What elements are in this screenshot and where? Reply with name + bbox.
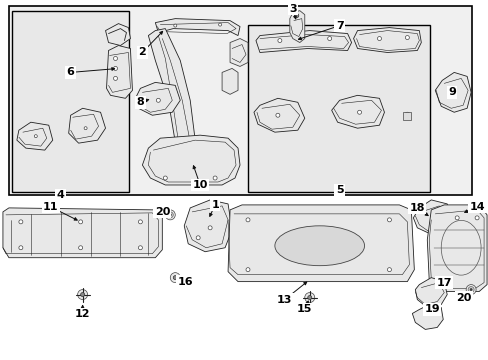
Polygon shape — [331, 95, 384, 128]
Circle shape — [451, 90, 455, 94]
Polygon shape — [105, 24, 130, 45]
Circle shape — [81, 293, 84, 297]
Bar — [9, 6, 471, 195]
Polygon shape — [289, 11, 304, 42]
Circle shape — [304, 293, 314, 302]
Circle shape — [245, 218, 249, 222]
Polygon shape — [414, 278, 447, 307]
Polygon shape — [184, 200, 232, 252]
Circle shape — [467, 287, 473, 293]
Circle shape — [79, 246, 82, 250]
Circle shape — [469, 289, 471, 291]
Circle shape — [213, 176, 217, 180]
Polygon shape — [434, 72, 470, 112]
Circle shape — [454, 216, 458, 220]
Text: 14: 14 — [468, 202, 484, 212]
Polygon shape — [427, 205, 486, 292]
Circle shape — [294, 14, 298, 18]
Circle shape — [19, 220, 23, 224]
Polygon shape — [411, 305, 442, 329]
Text: 5: 5 — [335, 185, 343, 195]
Circle shape — [357, 110, 361, 114]
Text: 12: 12 — [75, 310, 90, 319]
Polygon shape — [229, 39, 247, 67]
Circle shape — [386, 268, 390, 272]
Circle shape — [163, 176, 167, 180]
Text: 9: 9 — [447, 87, 455, 97]
Circle shape — [138, 246, 142, 250]
Text: 8: 8 — [136, 97, 144, 107]
Circle shape — [208, 226, 212, 230]
Circle shape — [245, 268, 249, 272]
Circle shape — [386, 218, 390, 222]
Polygon shape — [106, 45, 132, 98]
Circle shape — [78, 289, 87, 300]
Text: 7: 7 — [335, 21, 343, 31]
Text: 15: 15 — [297, 305, 312, 315]
Circle shape — [169, 214, 171, 216]
Polygon shape — [68, 108, 105, 143]
Circle shape — [167, 212, 173, 218]
Text: 13: 13 — [277, 294, 292, 305]
Circle shape — [113, 67, 117, 71]
Circle shape — [327, 37, 331, 41]
Polygon shape — [255, 31, 351, 53]
Circle shape — [377, 37, 381, 41]
Circle shape — [84, 127, 87, 130]
Text: 16: 16 — [177, 276, 193, 287]
Circle shape — [307, 296, 311, 300]
Circle shape — [277, 39, 281, 42]
Circle shape — [156, 98, 160, 102]
Circle shape — [113, 76, 117, 80]
Circle shape — [404, 112, 409, 118]
Circle shape — [34, 135, 37, 138]
Polygon shape — [155, 19, 240, 36]
Text: 19: 19 — [424, 305, 439, 315]
Bar — [12, 11, 129, 192]
Polygon shape — [136, 82, 180, 115]
Circle shape — [405, 36, 408, 40]
Circle shape — [170, 273, 180, 283]
Text: 20: 20 — [455, 293, 471, 302]
Text: 1: 1 — [211, 200, 219, 210]
Circle shape — [138, 220, 142, 224]
Circle shape — [173, 276, 177, 280]
Circle shape — [275, 113, 279, 117]
Text: 6: 6 — [66, 67, 75, 77]
Circle shape — [218, 23, 221, 26]
Text: 11: 11 — [43, 202, 59, 212]
Text: 10: 10 — [192, 180, 207, 190]
Circle shape — [165, 210, 175, 220]
Polygon shape — [412, 200, 450, 235]
Text: 4: 4 — [57, 190, 64, 200]
Circle shape — [173, 24, 176, 27]
Circle shape — [19, 246, 23, 250]
Circle shape — [113, 57, 117, 60]
Circle shape — [196, 236, 200, 240]
Circle shape — [79, 220, 82, 224]
Circle shape — [474, 216, 478, 220]
Polygon shape — [17, 122, 53, 150]
Ellipse shape — [274, 226, 364, 266]
Polygon shape — [403, 112, 410, 120]
Polygon shape — [148, 28, 195, 148]
Text: 3: 3 — [288, 4, 296, 14]
Polygon shape — [3, 208, 162, 258]
Text: 17: 17 — [436, 278, 451, 288]
Text: 18: 18 — [409, 203, 424, 213]
Polygon shape — [253, 98, 304, 132]
Bar — [247, 24, 429, 192]
Polygon shape — [227, 205, 413, 282]
Text: 20: 20 — [154, 207, 170, 217]
Text: 2: 2 — [138, 48, 146, 58]
Polygon shape — [353, 28, 421, 53]
Polygon shape — [142, 135, 240, 185]
Polygon shape — [222, 68, 238, 94]
Circle shape — [465, 285, 475, 294]
